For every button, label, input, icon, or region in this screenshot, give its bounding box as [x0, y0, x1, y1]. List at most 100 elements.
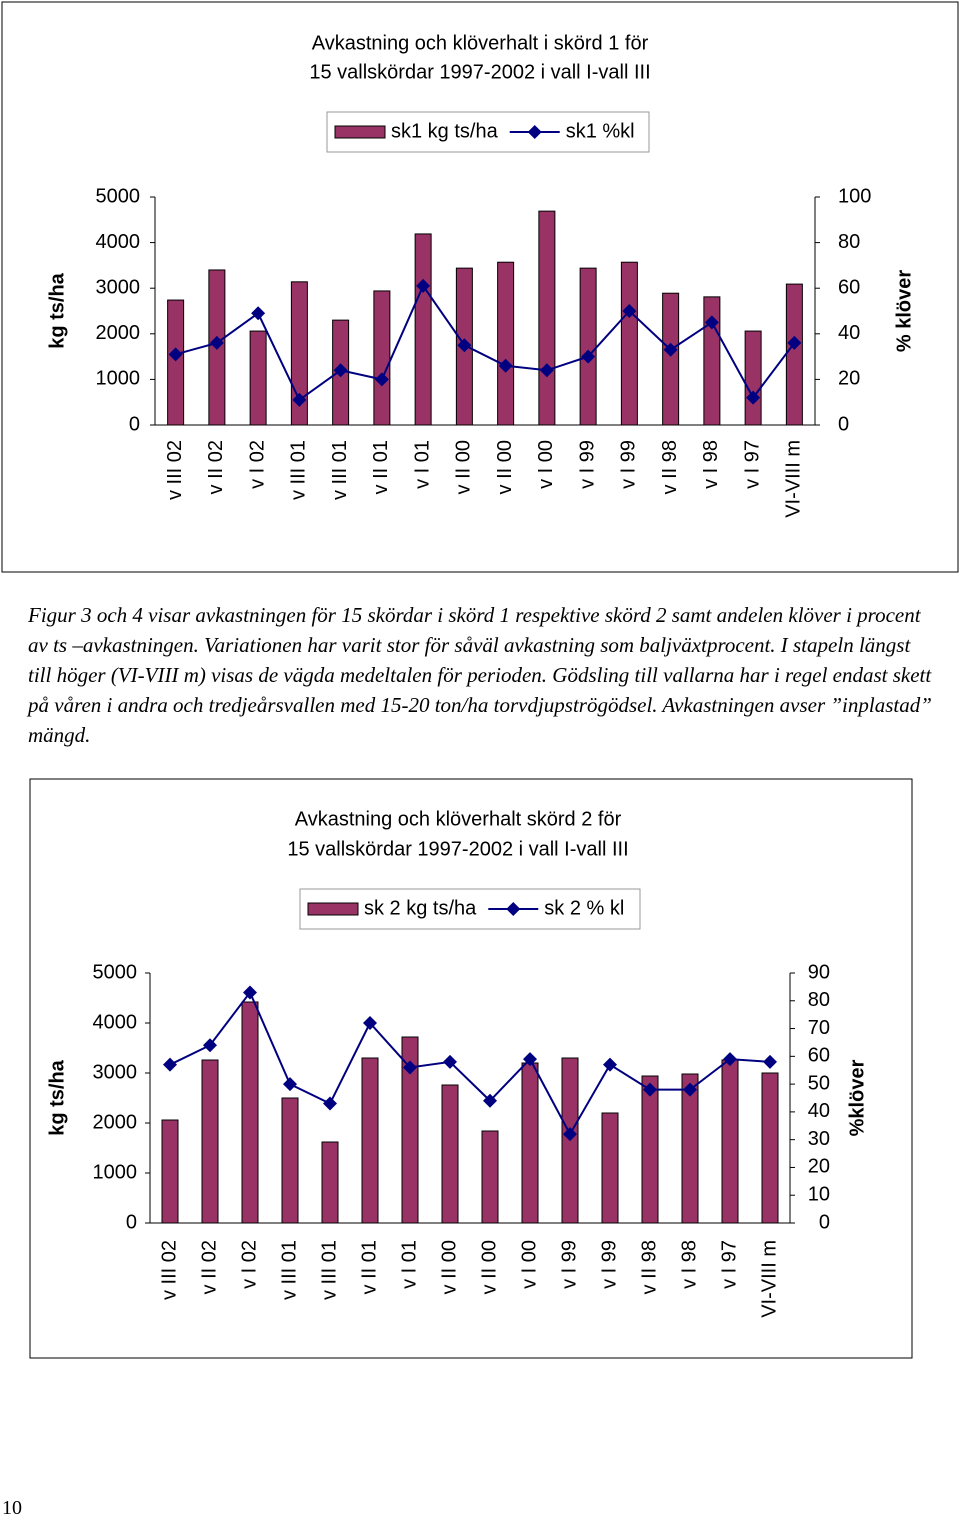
marker: [763, 1054, 777, 1069]
x-tick-label: v II 98: [659, 440, 681, 494]
y-tick-label: 4000: [96, 231, 141, 253]
y2-axis-label: %klöver: [846, 1059, 868, 1136]
marker: [323, 1096, 337, 1111]
y2-tick-label: 90: [808, 961, 830, 983]
legend-label: sk 2 % kl: [544, 897, 624, 919]
x-tick-label: VI-VIII m: [783, 440, 805, 518]
page-number: 10: [2, 1497, 22, 1519]
x-tick-label: v I 02: [246, 440, 268, 489]
marker: [683, 1082, 697, 1097]
marker: [168, 347, 183, 362]
x-tick-label: v II 00: [478, 1240, 500, 1294]
x-tick-label: v I 99: [576, 440, 598, 489]
marker: [292, 392, 307, 407]
x-tick-label: v I 97: [718, 1240, 740, 1289]
x-tick-label: v III 01: [288, 440, 310, 500]
legend-marker: [527, 125, 542, 139]
legend-label: sk1 kg ts/ha: [391, 120, 499, 142]
marker: [209, 335, 224, 350]
marker: [416, 278, 431, 293]
y2-tick-label: 10: [808, 1184, 830, 1206]
bar: [201, 1059, 219, 1224]
x-tick-label: v I 99: [558, 1240, 580, 1289]
chart-frame: [1, 1, 959, 573]
y2-tick-label: 20: [838, 368, 860, 390]
legend-marker: [506, 902, 521, 916]
x-tick-label: v III 01: [278, 1240, 300, 1300]
x-tick-label: v III 02: [164, 440, 186, 500]
marker: [622, 304, 637, 318]
marker: [563, 1127, 577, 1142]
bar: [521, 1062, 539, 1224]
marker: [283, 1077, 297, 1092]
marker: [581, 349, 596, 364]
chart-title: 15 vallskördar 1997-2002 i vall I-vall I…: [309, 61, 650, 83]
x-tick-label: v I 00: [535, 440, 557, 489]
chart-frame: [29, 778, 913, 1359]
x-tick-label: VI-VIII m: [758, 1240, 780, 1318]
y-tick-label: 0: [126, 1211, 137, 1233]
bar: [681, 1073, 699, 1224]
x-tick-label: v I 98: [700, 440, 722, 489]
chart-title: Avkastning och klöverhalt i skörd 1 för: [312, 32, 649, 54]
bar: [538, 210, 556, 426]
y-tick-label: 5000: [93, 961, 138, 983]
x-tick-label: v I 02: [238, 1240, 260, 1289]
bar: [481, 1130, 499, 1224]
marker: [523, 1052, 537, 1067]
marker: [483, 1093, 497, 1108]
marker: [243, 985, 257, 1000]
y-axis-label: kg ts/ha: [46, 1059, 68, 1135]
x-tick-label: v III 01: [318, 1240, 340, 1300]
legend-swatch: [307, 902, 359, 916]
x-tick-label: v II 02: [205, 440, 227, 494]
marker: [251, 306, 266, 321]
bar: [601, 1112, 619, 1224]
marker: [663, 342, 678, 357]
y2-tick-label: 30: [808, 1128, 830, 1150]
bar: [249, 330, 267, 426]
chart-title: Avkastning och klöverhalt skörd 2 för: [295, 808, 622, 830]
x-tick-label: v I 98: [678, 1240, 700, 1289]
bar: [161, 1119, 179, 1224]
bar: [167, 299, 185, 426]
bar: [761, 1072, 779, 1224]
marker: [374, 372, 389, 387]
bar: [414, 233, 432, 426]
y2-tick-label: 0: [838, 413, 849, 435]
x-tick-label: v II 01: [370, 440, 392, 494]
bar: [441, 1084, 459, 1224]
x-tick-label: v II 01: [358, 1240, 380, 1294]
chart-title: 15 vallskördar 1997-2002 i vall I-vall I…: [287, 838, 628, 860]
bar: [281, 1097, 299, 1224]
marker: [363, 1016, 377, 1030]
y2-tick-label: 60: [838, 276, 860, 298]
y-tick-label: 0: [129, 413, 140, 435]
x-tick-label: v I 99: [598, 1240, 620, 1289]
y2-tick-label: 40: [808, 1100, 830, 1122]
y-tick-label: 2000: [96, 322, 141, 344]
y-tick-label: 2000: [93, 1111, 138, 1133]
marker: [603, 1057, 617, 1072]
y-tick-label: 5000: [96, 185, 141, 207]
x-tick-label: v I 99: [618, 440, 640, 489]
y-tick-label: 1000: [93, 1161, 138, 1183]
marker: [746, 390, 761, 405]
bar: [497, 261, 515, 426]
y2-tick-label: 70: [808, 1017, 830, 1039]
marker: [457, 338, 472, 353]
bar: [241, 1001, 259, 1224]
x-tick-label: v III 02: [158, 1240, 180, 1300]
y2-tick-label: 80: [808, 989, 830, 1011]
y2-tick-label: 60: [808, 1045, 830, 1067]
marker: [498, 358, 513, 373]
y2-tick-label: 0: [819, 1211, 830, 1233]
y-tick-label: 3000: [96, 276, 141, 298]
y2-tick-label: 20: [808, 1156, 830, 1178]
x-tick-label: v II 02: [198, 1240, 220, 1294]
legend-label: sk1 %kl: [566, 120, 635, 142]
marker: [163, 1057, 177, 1072]
bar: [361, 1057, 379, 1224]
legend-swatch: [334, 125, 386, 139]
